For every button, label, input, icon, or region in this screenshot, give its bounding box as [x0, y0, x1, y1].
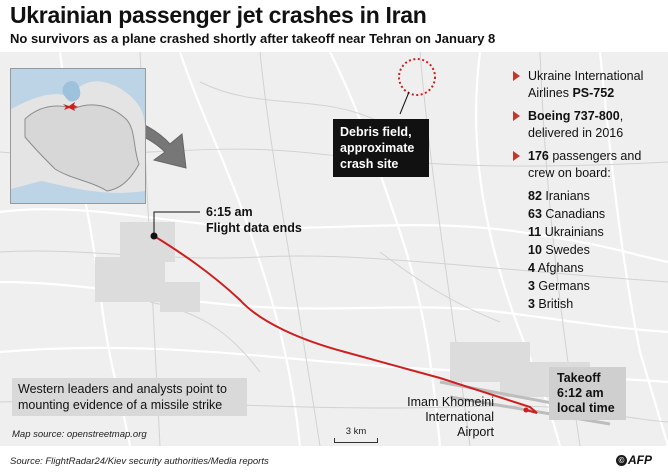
nationality-label: Swedes: [541, 243, 590, 257]
flight-end-text: Flight data ends: [206, 221, 302, 235]
nationality-list: 82 Iranians 63 Canadians 11 Ukrainians 1…: [513, 188, 663, 314]
missile-note: Western leaders and analysts point to mo…: [12, 378, 247, 416]
bullet-marker-icon: [513, 111, 520, 121]
bullet-marker-icon: [513, 151, 520, 161]
page-subtitle: No survivors as a plane crashed shortly …: [10, 31, 496, 46]
nationality-count: 3: [528, 279, 535, 293]
nationality-item: 10 Swedes: [528, 242, 663, 260]
scale-label: 3 km: [345, 426, 367, 437]
flight-number: PS-752: [572, 86, 615, 100]
source-credit: Source: FlightRadar24/Kiev security auth…: [10, 456, 269, 467]
scale-bar-line: [334, 438, 378, 443]
map-area[interactable]: Debris field, approximate crash site 6:1…: [0, 52, 668, 446]
takeoff-callout: Takeoff 6:12 am local time: [549, 367, 626, 420]
airport-label: Imam Khomeini International Airport: [407, 395, 494, 439]
flight-end-leader: [153, 211, 200, 233]
nationality-label: Canadians: [541, 207, 606, 221]
debris-field-callout: Debris field, approximate crash site: [333, 119, 429, 177]
flight-info-panel: Ukraine International Airlines PS-752 Bo…: [513, 68, 663, 314]
page-title: Ukrainian passenger jet crashes in Iran: [10, 2, 427, 28]
debris-field-ring[interactable]: [398, 58, 436, 96]
takeoff-label: Takeoff: [557, 371, 601, 385]
nationality-item: 63 Canadians: [528, 206, 663, 224]
takeoff-point: [523, 407, 529, 413]
urban-areas: [95, 222, 590, 397]
aircraft-bullet: Boeing 737-800, delivered in 2016: [513, 108, 663, 142]
nationality-item: 82 Iranians: [528, 188, 663, 206]
afp-logo-icon: ©: [616, 455, 627, 466]
flight-end-label: 6:15 am Flight data ends: [206, 204, 302, 236]
nationality-item: 3 Germans: [528, 278, 663, 296]
passengers-count: 176: [528, 149, 549, 163]
bullet-marker-icon: [513, 71, 520, 81]
debris-leader: [399, 91, 410, 115]
passengers-text: passengers and crew on board:: [528, 149, 642, 180]
nationality-count: 63: [528, 207, 542, 221]
plane-icon: [63, 102, 78, 111]
aircraft-delivery: , delivered in 2016: [528, 109, 624, 140]
nationality-count: 3: [528, 297, 535, 311]
nationality-count: 4: [528, 261, 535, 275]
nationality-count: 82: [528, 189, 542, 203]
flight-path: [153, 235, 538, 414]
takeoff-time: 6:12 am: [557, 386, 604, 400]
afp-logo: © AFP: [616, 453, 652, 467]
nationality-item: 3 British: [528, 296, 663, 314]
flight-end-time: 6:15 am: [206, 205, 253, 219]
passengers-bullet: 176 passengers and crew on board:: [513, 148, 663, 182]
iran-inset-svg: [11, 69, 145, 203]
scale-bar: 3 km: [334, 426, 378, 443]
flight-end-point[interactable]: [150, 232, 158, 240]
afp-logo-text: AFP: [628, 453, 652, 467]
nationality-item: 11 Ukrainians: [528, 224, 663, 242]
aircraft-model: Boeing 737-800: [528, 109, 620, 123]
nationality-count: 10: [528, 243, 542, 257]
nationality-label: Iranians: [541, 189, 590, 203]
nationality-label: Germans: [534, 279, 590, 293]
airline-bullet: Ukraine International Airlines PS-752: [513, 68, 663, 102]
iran-inset-map: [10, 68, 146, 204]
takeoff-suffix: local time: [557, 401, 615, 415]
nationality-label: Ukrainians: [541, 225, 604, 239]
nationality-label: Afghans: [534, 261, 584, 275]
nationality-label: British: [534, 297, 574, 311]
map-source: Map source: openstreetmap.org: [12, 429, 147, 440]
nationality-item: 4 Afghans: [528, 260, 663, 278]
airline-name: Ukraine International Airlines: [528, 69, 644, 100]
nationality-count: 11: [528, 225, 542, 239]
